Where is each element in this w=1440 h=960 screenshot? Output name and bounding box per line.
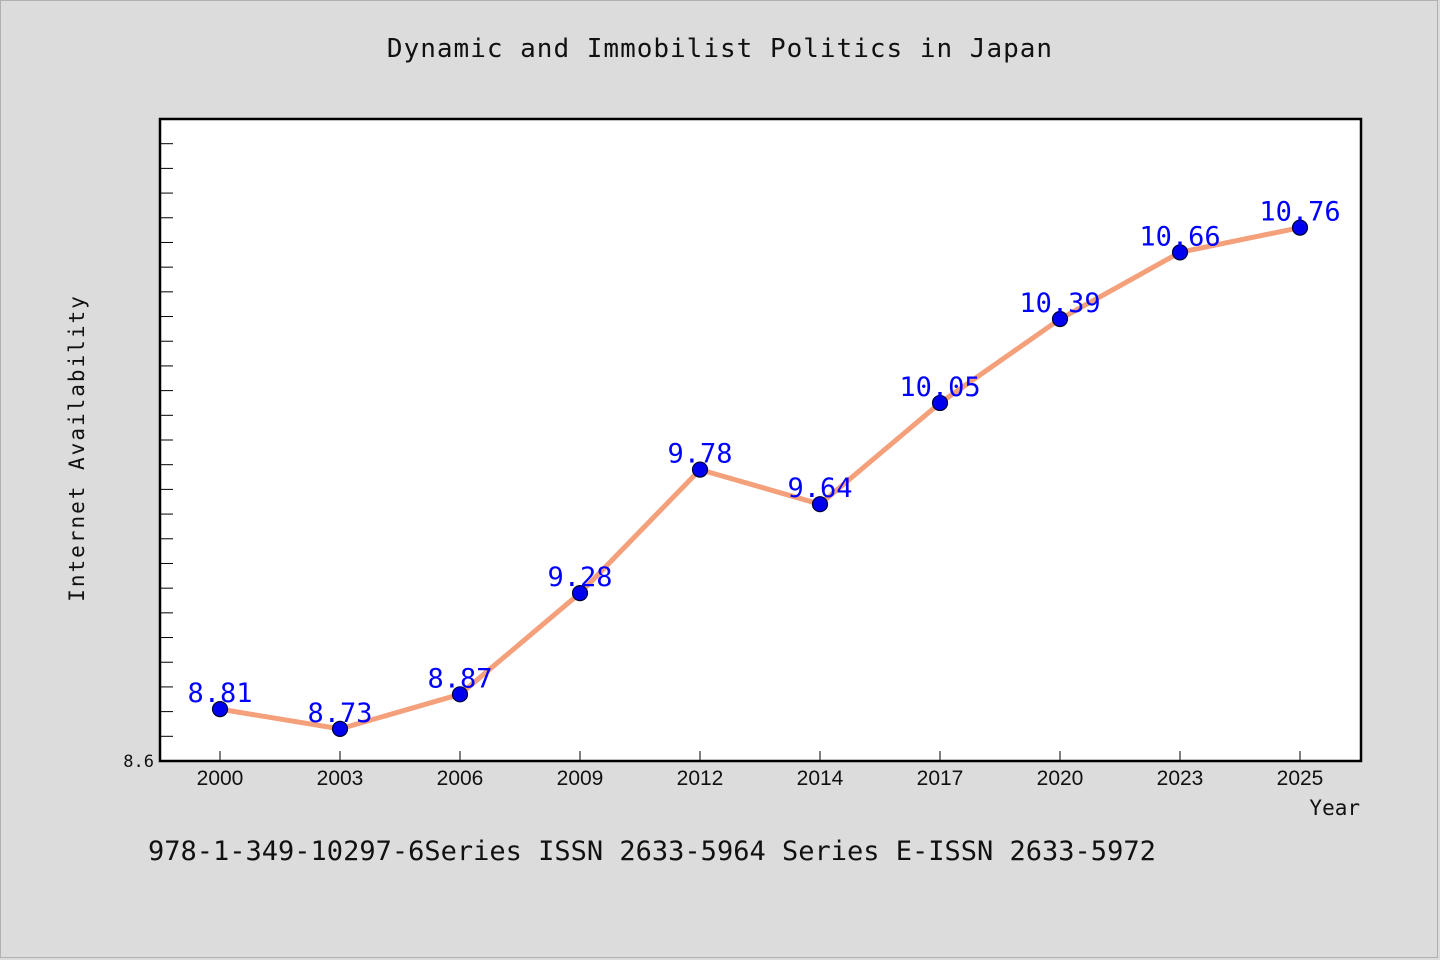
y-tick-label: 8.6 <box>123 752 154 772</box>
data-label: 8.87 <box>427 663 492 694</box>
series-markers <box>211 219 1309 738</box>
x-tick-label: 2020 <box>1037 767 1084 790</box>
data-label: 10.76 <box>1259 197 1340 228</box>
x-tick-label: 2017 <box>917 767 964 790</box>
data-label: 10.66 <box>1139 221 1220 252</box>
data-label: 8.73 <box>307 698 372 729</box>
data-label: 10.05 <box>899 372 980 403</box>
y-axis-label: Internet Availability <box>65 294 89 602</box>
x-tick-label: 2025 <box>1277 767 1324 790</box>
data-point <box>931 394 949 412</box>
data-label: 8.81 <box>187 678 252 709</box>
x-tick-label: 2009 <box>557 767 604 790</box>
data-point <box>331 720 349 738</box>
chart-title: Dynamic and Immobilist Politics in Japan <box>386 34 1054 64</box>
data-point <box>811 496 829 513</box>
plot-background <box>160 119 1361 761</box>
data-labels: 8.81 8.73 8.87 9.28 9.78 9.64 10.05 10.39 10.66 1… <box>187 197 1340 729</box>
data-point <box>571 584 589 602</box>
data-label: 9.78 <box>667 439 732 470</box>
x-axis-ticks: 2000 2003 2006 2009 2012 2014 2017 2020 2023 2025 <box>197 751 1324 790</box>
data-label: 9.64 <box>787 473 852 504</box>
data-point <box>1291 219 1309 236</box>
x-tick-label: 2012 <box>677 767 724 790</box>
data-point <box>211 701 229 718</box>
x-tick-label: 2000 <box>197 767 244 790</box>
data-point <box>1051 310 1069 328</box>
x-tick-label: 2006 <box>437 767 484 790</box>
x-tick-label: 2003 <box>317 767 364 790</box>
x-tick-label: 2023 <box>1157 767 1204 790</box>
data-label: 9.28 <box>547 562 612 593</box>
data-point <box>1171 244 1189 261</box>
plot-border <box>158 117 1363 763</box>
footer-note: 978-1-349-10297-6Series ISSN 2633-5964 S… <box>148 836 1156 867</box>
x-axis-label: Year <box>1309 796 1360 820</box>
data-point <box>451 686 469 703</box>
x-tick-label: 2014 <box>797 767 844 790</box>
data-label: 10.39 <box>1019 288 1100 319</box>
series-line <box>219 225 1301 732</box>
data-point <box>691 461 709 478</box>
